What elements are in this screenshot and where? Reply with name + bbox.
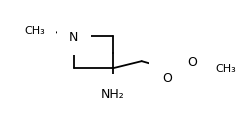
Text: CH₃: CH₃ — [215, 64, 236, 74]
Text: O: O — [187, 55, 197, 68]
Text: CH₃: CH₃ — [24, 26, 45, 36]
Text: N: N — [69, 30, 78, 43]
Text: O: O — [162, 71, 172, 84]
Text: NH₂: NH₂ — [101, 87, 124, 100]
